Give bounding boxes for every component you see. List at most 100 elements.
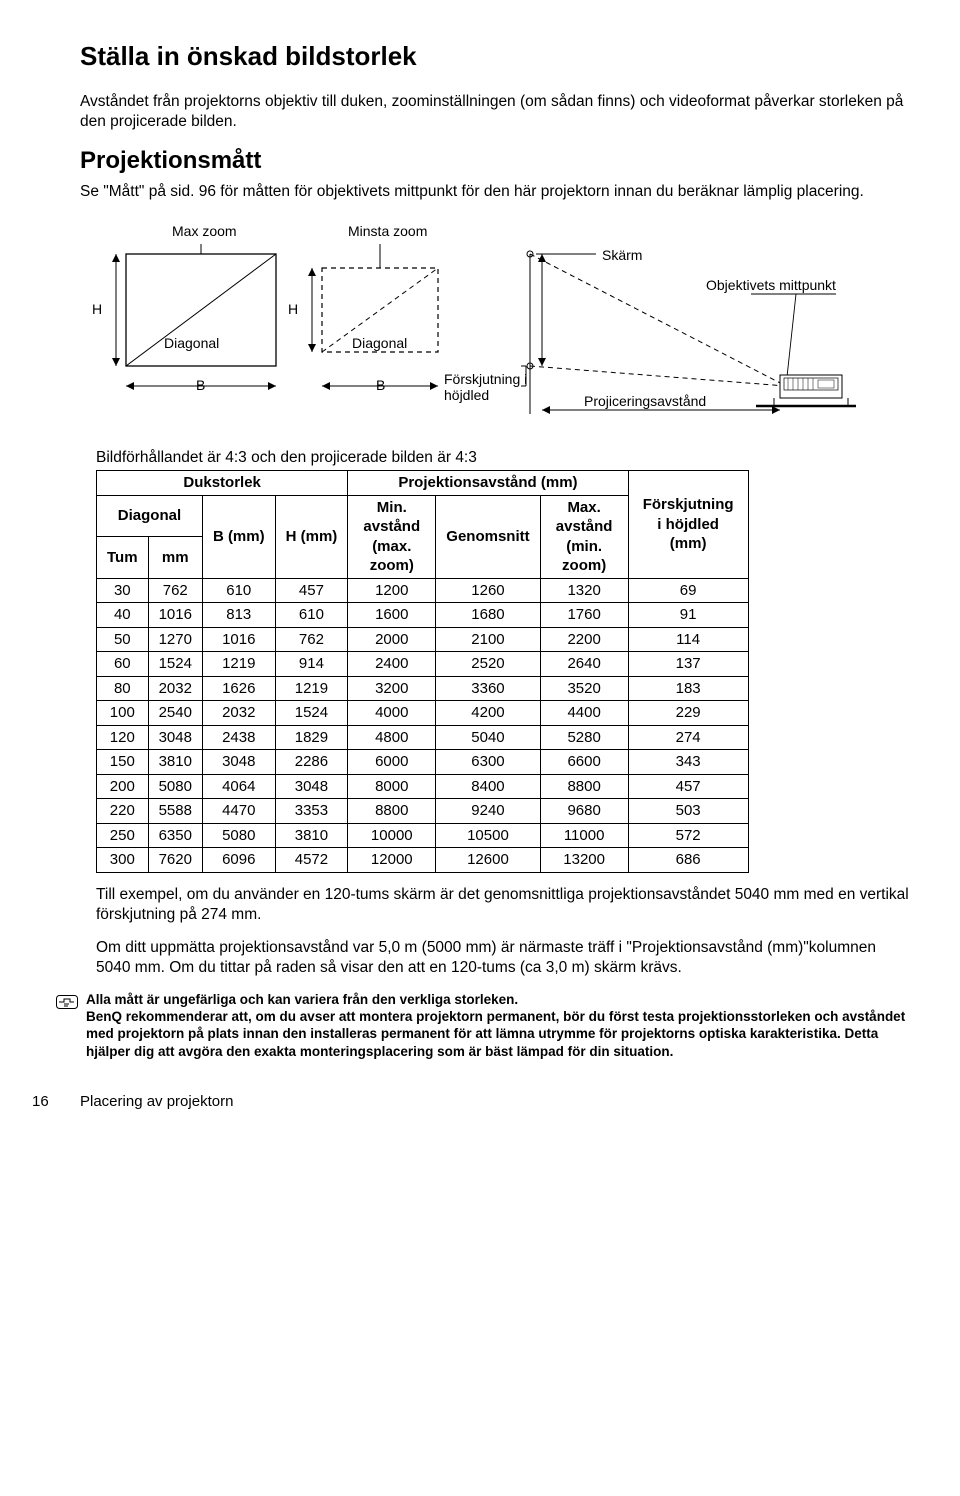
table-cell: 3353 — [275, 799, 348, 824]
table-cell: 1200 — [348, 578, 436, 603]
table-cell: 12600 — [436, 848, 540, 873]
label-diagonal-2: Diagonal — [352, 334, 407, 352]
table-cell: 3048 — [202, 750, 275, 775]
table-row: 150381030482286600063006600343 — [97, 750, 749, 775]
table-cell: 137 — [628, 652, 748, 677]
page-footer: 16 Placering av projektorn — [80, 1092, 912, 1112]
table-cell: 250 — [97, 823, 149, 848]
th-min: Min. avstånd (max. zoom) — [348, 495, 436, 578]
table-cell: 4470 — [202, 799, 275, 824]
table-cell: 5280 — [540, 725, 628, 750]
table-cell: 1680 — [436, 603, 540, 628]
table-cell: 91 — [628, 603, 748, 628]
page-number: 16 — [32, 1092, 49, 1112]
th-genom: Genomsnitt — [436, 495, 540, 578]
table-cell: 2286 — [275, 750, 348, 775]
table-cell: 80 — [97, 676, 149, 701]
table-cell: 150 — [97, 750, 149, 775]
th-bmm: B (mm) — [202, 495, 275, 578]
table-cell: 8800 — [540, 774, 628, 799]
table-cell: 6600 — [540, 750, 628, 775]
example-paragraph-2: Om ditt uppmätta projektionsavstånd var … — [96, 938, 912, 979]
table-cell: 572 — [628, 823, 748, 848]
table-cell: 2400 — [348, 652, 436, 677]
projection-diagram: Max zoom Minsta zoom H H Diagonal Diagon… — [96, 214, 856, 444]
table-cell: 343 — [628, 750, 748, 775]
label-min-zoom: Minsta zoom — [348, 222, 427, 240]
table-cell: 8000 — [348, 774, 436, 799]
label-max-zoom: Max zoom — [172, 222, 237, 240]
table-cell: 3520 — [540, 676, 628, 701]
table-cell: 6350 — [148, 823, 202, 848]
table-cell: 1829 — [275, 725, 348, 750]
table-cell: 1219 — [202, 652, 275, 677]
pointing-hand-icon — [56, 992, 78, 1010]
table-caption: Bildförhållandet är 4:3 och den projicer… — [96, 448, 912, 468]
table-cell: 200 — [97, 774, 149, 799]
label-b-2: B — [376, 376, 385, 394]
label-projavstand: Projiceringsavstånd — [584, 392, 706, 410]
table-cell: 503 — [628, 799, 748, 824]
table-cell: 4200 — [436, 701, 540, 726]
table-cell: 2032 — [148, 676, 202, 701]
table-cell: 12000 — [348, 848, 436, 873]
th-forsk: Förskjutning i höjdled (mm) — [628, 471, 748, 579]
table-row: 200508040643048800084008800457 — [97, 774, 749, 799]
intro-paragraph: Avståndet från projektorns objektiv till… — [80, 92, 912, 133]
label-b-1: B — [196, 376, 205, 394]
table-cell: 114 — [628, 627, 748, 652]
table-cell: 6000 — [348, 750, 436, 775]
label-h-left: H — [92, 300, 102, 318]
table-cell: 1524 — [148, 652, 202, 677]
table-cell: 50 — [97, 627, 149, 652]
table-cell: 2200 — [540, 627, 628, 652]
diagram-svg — [96, 214, 856, 444]
label-forskjutning: Förskjutning i höjdled — [444, 372, 534, 403]
label-h-mid: H — [288, 300, 298, 318]
table-cell: 2438 — [202, 725, 275, 750]
page-title: Ställa in önskad bildstorlek — [80, 40, 912, 74]
table-cell: 274 — [628, 725, 748, 750]
table-row: 5012701016762200021002200114 — [97, 627, 749, 652]
table-cell: 6096 — [202, 848, 275, 873]
table-cell: 7620 — [148, 848, 202, 873]
table-cell: 13200 — [540, 848, 628, 873]
table-cell: 2540 — [148, 701, 202, 726]
table-cell: 4572 — [275, 848, 348, 873]
table-cell: 69 — [628, 578, 748, 603]
table-cell: 2032 — [202, 701, 275, 726]
table-cell: 2000 — [348, 627, 436, 652]
table-cell: 457 — [275, 578, 348, 603]
table-cell: 60 — [97, 652, 149, 677]
table-cell: 1760 — [540, 603, 628, 628]
table-cell: 4400 — [540, 701, 628, 726]
th-tum: Tum — [97, 537, 149, 579]
table-cell: 6300 — [436, 750, 540, 775]
table-cell: 9240 — [436, 799, 540, 824]
table-cell: 220 — [97, 799, 149, 824]
table-cell: 813 — [202, 603, 275, 628]
table-cell: 4800 — [348, 725, 436, 750]
table-cell: 457 — [628, 774, 748, 799]
table-cell: 1320 — [540, 578, 628, 603]
example-paragraph-1: Till exempel, om du använder en 120-tums… — [96, 885, 912, 926]
table-cell: 40 — [97, 603, 149, 628]
table-cell: 5080 — [148, 774, 202, 799]
table-cell: 1219 — [275, 676, 348, 701]
table-row: 220558844703353880092409680503 — [97, 799, 749, 824]
table-cell: 3810 — [148, 750, 202, 775]
table-cell: 914 — [275, 652, 348, 677]
table-cell: 2100 — [436, 627, 540, 652]
th-hmm: H (mm) — [275, 495, 348, 578]
th-projavstand: Projektionsavstånd (mm) — [348, 471, 628, 496]
measure-paragraph: Se "Mått" på sid. 96 för måtten för obje… — [80, 182, 912, 202]
table-cell: 1260 — [436, 578, 540, 603]
table-cell: 9680 — [540, 799, 628, 824]
table-cell: 3048 — [275, 774, 348, 799]
table-cell: 10000 — [348, 823, 436, 848]
table-row: 6015241219914240025202640137 — [97, 652, 749, 677]
th-max: Max. avstånd (min. zoom) — [540, 495, 628, 578]
table-cell: 1270 — [148, 627, 202, 652]
table-cell: 2520 — [436, 652, 540, 677]
table-cell: 3360 — [436, 676, 540, 701]
